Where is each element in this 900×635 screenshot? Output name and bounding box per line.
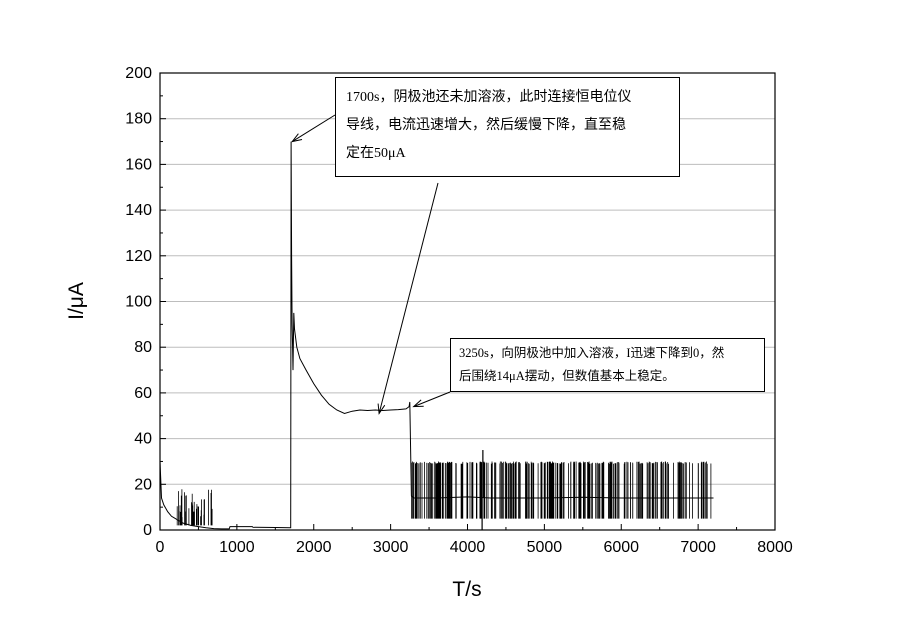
annotation-arrowhead xyxy=(377,403,386,415)
series xyxy=(159,141,714,530)
x-tick-label: 4000 xyxy=(450,539,486,556)
x-axis-title: T/s xyxy=(452,578,481,601)
annotation-arrows xyxy=(290,114,451,415)
annotation-box-2: 3250s，向阴极池中加入溶液，I迅速下降到0，然 后围绕14μA摆动，但数值基… xyxy=(450,338,765,392)
x-tick-label: 6000 xyxy=(603,539,639,556)
y-tick-label: 100 xyxy=(125,294,152,311)
x-tick-label: 2000 xyxy=(296,539,332,556)
annotation-2-line-2: 后围绕14μA摆动，但数值基本上稳定。 xyxy=(459,369,675,383)
annotation-1-line-1: 1700s，阴极池还未加溶液，此时连接恒电位仪 xyxy=(346,90,632,105)
y-tick-label: 20 xyxy=(134,476,152,493)
x-tick-label: 3000 xyxy=(373,539,409,556)
annotation-box-1: 1700s，阴极池还未加溶液，此时连接恒电位仪 导线，电流迅速增大，然后缓慢下降… xyxy=(335,77,680,177)
x-tick-label: 0 xyxy=(156,539,165,556)
y-tick-label: 180 xyxy=(125,111,152,128)
annotation-arrowhead xyxy=(412,399,424,408)
y-axis-title: I/μA xyxy=(65,282,88,320)
annotation-2-line-1: 3250s，向阴极池中加入溶液，I迅速下降到0，然 xyxy=(459,346,725,360)
x-tick-label: 7000 xyxy=(680,539,716,556)
y-tick-label: 60 xyxy=(134,385,152,402)
y-tick-label: 80 xyxy=(134,339,152,356)
series-spikes xyxy=(411,461,712,519)
y-tick-label: 200 xyxy=(125,65,152,82)
y-tick-label: 140 xyxy=(125,202,152,219)
y-tick-label: 40 xyxy=(134,431,152,448)
annotation-1-line-2: 导线，电流迅速增大，然后缓慢下降，直至稳 xyxy=(346,118,626,133)
y-tick-label: 0 xyxy=(143,522,152,539)
annotation-arrowhead xyxy=(290,133,303,143)
y-tick-label: 120 xyxy=(125,248,152,265)
y-tick-label: 160 xyxy=(125,156,152,173)
annotation-arrow xyxy=(378,182,439,414)
annotation-arrow xyxy=(291,114,336,142)
x-tick-label: 1000 xyxy=(219,539,255,556)
x-tick-label: 5000 xyxy=(527,539,563,556)
series-spikes xyxy=(176,489,213,526)
annotation-arrow xyxy=(413,391,451,408)
x-tick-label: 8000 xyxy=(757,539,793,556)
annotation-1-line-3: 定在50μA xyxy=(346,146,406,161)
